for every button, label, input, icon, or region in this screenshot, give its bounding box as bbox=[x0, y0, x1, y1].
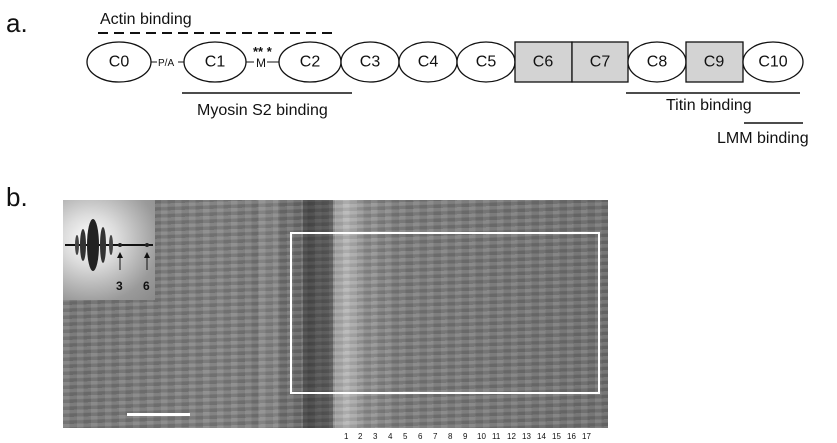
m-linker-label: M bbox=[256, 56, 266, 70]
domain-c10-shape bbox=[742, 41, 804, 83]
domain-c5-label: C5 bbox=[476, 54, 497, 71]
fft-reflection-3 bbox=[118, 243, 122, 247]
phosphorylation-marks: ** * bbox=[253, 44, 273, 59]
myosin-binding-label: Myosin S2 binding bbox=[197, 102, 328, 119]
domain-c8-label: C8 bbox=[647, 54, 668, 71]
arrow-6-head bbox=[144, 252, 150, 258]
stripe-number: 13 bbox=[522, 432, 531, 441]
stripe-numbers: 1 2 3 4 5 6 7 8 9 10 11 12 13 14 15 16 1… bbox=[340, 432, 600, 443]
stripe-number: 7 bbox=[433, 432, 438, 441]
scale-bar bbox=[127, 413, 190, 416]
bright-band bbox=[335, 200, 357, 428]
electron-micrograph: 3 6 bbox=[63, 200, 608, 428]
domain-c2-label: C2 bbox=[300, 54, 321, 71]
fft-spot-far-left bbox=[75, 235, 79, 255]
stripe-number: 6 bbox=[418, 432, 423, 441]
stripe-number: 9 bbox=[463, 432, 468, 441]
stripe-number: 2 bbox=[358, 432, 363, 441]
stripe-number: 10 bbox=[477, 432, 486, 441]
inset-label-3: 3 bbox=[116, 279, 123, 293]
stripe-number: 3 bbox=[373, 432, 378, 441]
domain-c10-label: C10 bbox=[758, 54, 787, 71]
stripe-number: 11 bbox=[492, 432, 501, 441]
titin-binding-label: Titin binding bbox=[666, 97, 752, 114]
stripe-number: 4 bbox=[388, 432, 393, 441]
domain-c9-shape bbox=[685, 41, 744, 83]
stripe-number: 17 bbox=[582, 432, 591, 441]
fft-reflection-6 bbox=[145, 243, 149, 247]
stripe-number: 16 bbox=[567, 432, 576, 441]
domain-c0-label: C0 bbox=[109, 54, 130, 71]
stripe-number: 1 bbox=[344, 432, 349, 441]
mid-band bbox=[258, 200, 278, 428]
domain-c1-label: C1 bbox=[205, 54, 226, 71]
domain-c3-label: C3 bbox=[360, 54, 381, 71]
actin-binding-label: Actin binding bbox=[100, 11, 192, 28]
domain-diagram: Actin binding C0 P/A C1 M ** * C2 C3 C4 … bbox=[86, 11, 809, 147]
fft-spot-left bbox=[80, 229, 86, 261]
domain-c6-label: C6 bbox=[533, 54, 554, 71]
fft-center-spot bbox=[87, 219, 99, 271]
lmm-binding-label: LMM binding bbox=[717, 130, 809, 147]
domain-c9-label: C9 bbox=[704, 54, 725, 71]
dark-band bbox=[303, 200, 333, 428]
inset-label-6: 6 bbox=[143, 279, 150, 293]
domain-c6-shape bbox=[514, 41, 573, 83]
region-of-interest-box bbox=[290, 232, 600, 394]
domain-c4-label: C4 bbox=[418, 54, 439, 71]
panel-b-label: b. bbox=[6, 182, 28, 212]
fft-pattern bbox=[65, 219, 153, 271]
pa-linker-label: P/A bbox=[158, 58, 174, 69]
stripe-number: 5 bbox=[403, 432, 408, 441]
stripe-number: 15 bbox=[552, 432, 561, 441]
fft-spot-right bbox=[100, 227, 106, 263]
domain-c7-label: C7 bbox=[590, 54, 611, 71]
stripe-number: 12 bbox=[507, 432, 516, 441]
stripe-number: 14 bbox=[537, 432, 546, 441]
panel-a-label: a. bbox=[6, 8, 28, 38]
arrow-3-head bbox=[117, 252, 123, 258]
stripe-number: 8 bbox=[448, 432, 453, 441]
fft-spot-far-right bbox=[109, 235, 113, 255]
fft-inset: 3 6 bbox=[63, 200, 155, 300]
domain-c7-shape bbox=[571, 41, 629, 83]
